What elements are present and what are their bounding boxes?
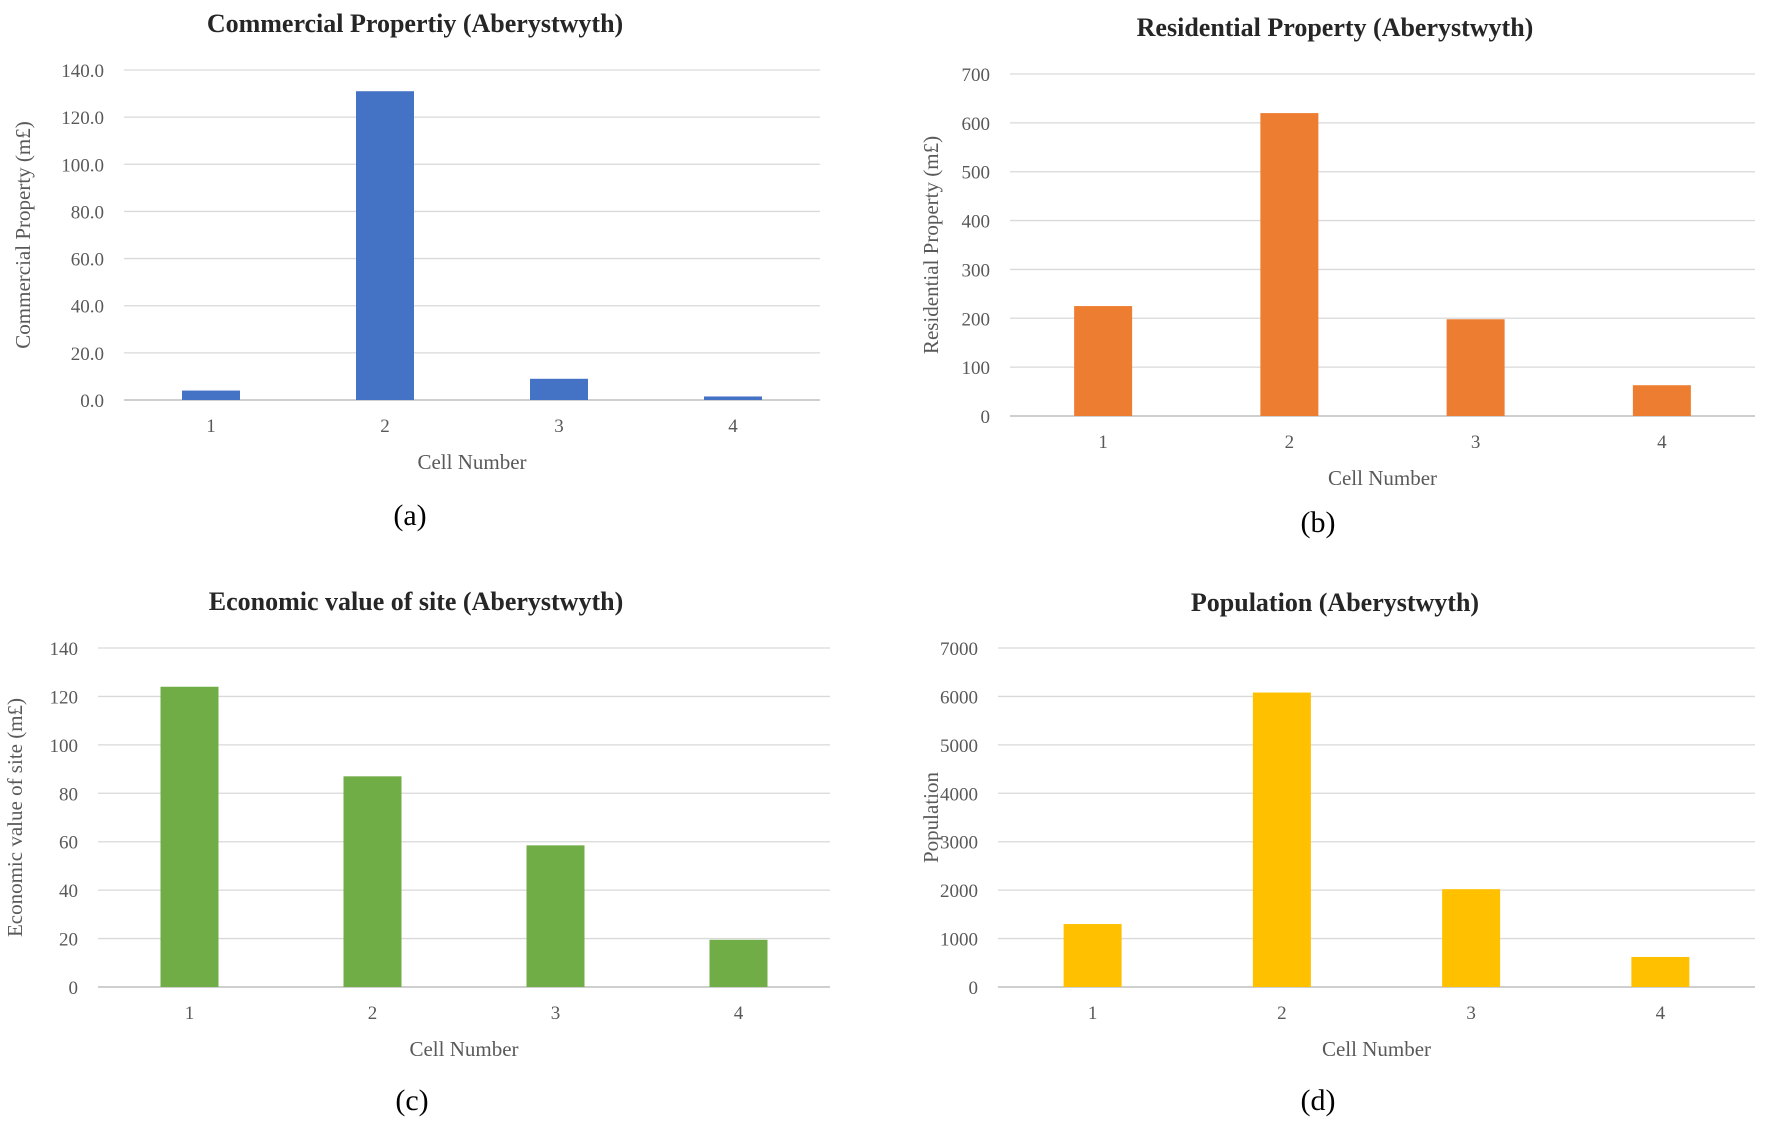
y-tick-label: 300 — [962, 260, 991, 281]
x-tick-label: 1 — [206, 416, 216, 437]
x-tick-label: 2 — [368, 1003, 378, 1024]
bar-cell-1 — [1074, 306, 1133, 416]
y-axis-label: Economic value of site (m£) — [3, 698, 27, 937]
chart-c: Economic value of site (Aberystwyth) 0 20 4… — [3, 587, 830, 1117]
y-tick-label: 80 — [59, 784, 78, 805]
y-tick-label: 1000 — [940, 930, 978, 951]
y-tick-label: 0 — [69, 978, 79, 999]
bar-cell-4 — [704, 396, 762, 400]
y-tick-label: 60.0 — [71, 250, 104, 271]
y-tick-label: 7000 — [940, 639, 978, 660]
x-tick-label: 2 — [1277, 1003, 1287, 1024]
x-axis-label: Cell Number — [417, 450, 526, 474]
y-tick-label: 140 — [50, 639, 79, 660]
chart-b: Residential Property (Aberystwyth) 0 100 20… — [919, 13, 1755, 539]
bar-cell-4 — [1632, 385, 1691, 416]
y-tick-label: 200 — [962, 309, 991, 330]
x-tick-label: 1 — [185, 1003, 195, 1024]
x-tick-label: 3 — [554, 416, 564, 437]
y-tick-label: 20 — [59, 930, 78, 951]
y-tick-label: 100.0 — [61, 155, 104, 176]
y-tick-label: 40.0 — [71, 297, 104, 318]
x-tick-label: 3 — [1466, 1003, 1476, 1024]
y-tick-label: 6000 — [940, 687, 978, 708]
bar-cell-4 — [1631, 956, 1690, 987]
x-tick-label: 1 — [1088, 1003, 1098, 1024]
x-axis-label: Cell Number — [1322, 1037, 1431, 1061]
y-tick-label: 120.0 — [61, 108, 104, 129]
chart-title: Commercial Propertiy (Aberystwyth) — [207, 9, 623, 38]
x-tick-label: 4 — [728, 416, 738, 437]
x-tick-label: 3 — [551, 1003, 561, 1024]
y-tick-label: 5000 — [940, 736, 978, 757]
y-tick-label: 40 — [59, 881, 78, 902]
bar-cell-2 — [343, 776, 402, 987]
y-tick-label: 3000 — [940, 833, 978, 854]
chart-title: Economic value of site (Aberystwyth) — [209, 587, 624, 616]
y-tick-label: 100 — [50, 736, 79, 757]
x-tick-label: 4 — [734, 1003, 744, 1024]
y-tick-label: 0 — [981, 407, 991, 428]
x-tick-label: 4 — [1657, 432, 1667, 453]
bar-cell-4 — [709, 939, 768, 987]
chart-d: Population (Aberystwyth) 0 1000 2000 3000 400… — [919, 588, 1755, 1117]
x-tick-label: 3 — [1471, 432, 1481, 453]
y-tick-label: 80.0 — [71, 202, 104, 223]
chart-title: Residential Property (Aberystwyth) — [1137, 13, 1534, 42]
bar-cell-3 — [530, 378, 588, 400]
y-tick-label: 0 — [969, 978, 979, 999]
x-tick-label: 2 — [1285, 432, 1295, 453]
y-tick-label: 120 — [50, 687, 79, 708]
y-axis-label: Residential Property (m£) — [919, 136, 943, 354]
bar-cell-1 — [1063, 924, 1122, 987]
chart-a: Commercial Propertiy (Aberystwyth) 0.0 20.… — [11, 9, 820, 532]
y-tick-label: 600 — [962, 114, 991, 135]
x-tick-label: 1 — [1098, 432, 1108, 453]
x-tick-label: 2 — [380, 416, 390, 437]
y-tick-label: 100 — [962, 358, 991, 379]
panel-label: (d) — [1301, 1084, 1336, 1117]
y-tick-label: 2000 — [940, 881, 978, 902]
bar-cell-2 — [1260, 113, 1319, 416]
bar-cell-1 — [160, 686, 219, 987]
y-axis-label: Commercial Property (m£) — [11, 121, 35, 348]
y-tick-label: 0.0 — [80, 391, 104, 412]
x-tick-label: 4 — [1656, 1003, 1666, 1024]
bar-cell-2 — [1252, 692, 1311, 987]
y-axis-label: Population — [919, 772, 943, 864]
y-tick-label: 20.0 — [71, 344, 104, 365]
bar-cell-3 — [1442, 889, 1501, 987]
panel-label: (a) — [393, 499, 426, 532]
bar-cell-3 — [526, 845, 585, 987]
x-axis-label: Cell Number — [1328, 466, 1437, 490]
y-tick-label: 140.0 — [61, 61, 104, 82]
bar-cell-3 — [1446, 319, 1505, 416]
y-tick-label: 700 — [962, 65, 991, 86]
y-tick-label: 500 — [962, 163, 991, 184]
panel-label: (b) — [1301, 506, 1336, 539]
bar-cell-2 — [356, 91, 414, 400]
y-tick-label: 60 — [59, 833, 78, 854]
x-axis-label: Cell Number — [409, 1037, 518, 1061]
bar-cell-1 — [182, 390, 240, 400]
chart-title: Population (Aberystwyth) — [1191, 588, 1479, 617]
panel-label: (c) — [395, 1084, 428, 1117]
y-tick-label: 4000 — [940, 784, 978, 805]
y-tick-label: 400 — [962, 212, 991, 233]
